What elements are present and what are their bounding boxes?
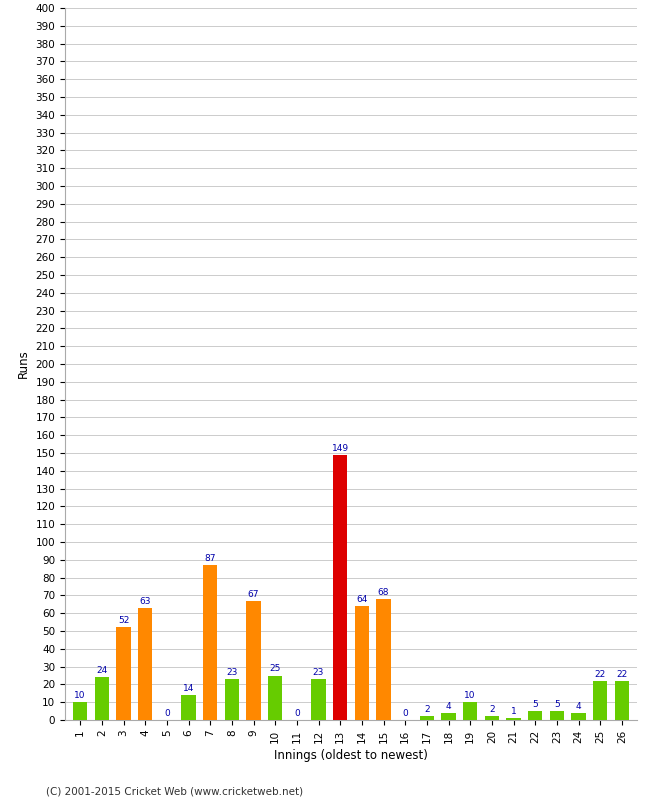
Bar bbox=[593, 681, 607, 720]
Text: 23: 23 bbox=[226, 668, 237, 677]
Bar bbox=[225, 679, 239, 720]
Text: 5: 5 bbox=[554, 700, 560, 709]
Text: 0: 0 bbox=[164, 709, 170, 718]
Bar bbox=[181, 695, 196, 720]
Text: 1: 1 bbox=[511, 707, 516, 716]
Text: 5: 5 bbox=[532, 700, 538, 709]
Bar bbox=[138, 608, 152, 720]
Bar bbox=[203, 565, 217, 720]
Bar bbox=[550, 711, 564, 720]
Text: (C) 2001-2015 Cricket Web (www.cricketweb.net): (C) 2001-2015 Cricket Web (www.cricketwe… bbox=[46, 786, 303, 796]
Bar bbox=[376, 599, 391, 720]
Text: 87: 87 bbox=[204, 554, 216, 563]
Text: 52: 52 bbox=[118, 616, 129, 626]
Text: 14: 14 bbox=[183, 684, 194, 693]
Bar bbox=[355, 606, 369, 720]
Text: 4: 4 bbox=[576, 702, 581, 710]
Text: 25: 25 bbox=[270, 664, 281, 674]
Text: 64: 64 bbox=[356, 595, 367, 604]
Text: 2: 2 bbox=[424, 706, 430, 714]
Bar bbox=[95, 678, 109, 720]
Text: 10: 10 bbox=[464, 691, 476, 700]
Text: 0: 0 bbox=[294, 709, 300, 718]
Bar bbox=[420, 717, 434, 720]
Y-axis label: Runs: Runs bbox=[17, 350, 30, 378]
Text: 24: 24 bbox=[96, 666, 107, 675]
Text: 149: 149 bbox=[332, 444, 349, 453]
Bar bbox=[571, 713, 586, 720]
Text: 4: 4 bbox=[446, 702, 451, 710]
X-axis label: Innings (oldest to newest): Innings (oldest to newest) bbox=[274, 749, 428, 762]
Text: 23: 23 bbox=[313, 668, 324, 677]
Bar bbox=[506, 718, 521, 720]
Bar bbox=[73, 702, 87, 720]
Text: 68: 68 bbox=[378, 588, 389, 597]
Bar bbox=[246, 601, 261, 720]
Text: 22: 22 bbox=[595, 670, 606, 678]
Text: 10: 10 bbox=[74, 691, 86, 700]
Bar bbox=[268, 675, 282, 720]
Bar bbox=[463, 702, 477, 720]
Bar bbox=[485, 717, 499, 720]
Text: 22: 22 bbox=[616, 670, 627, 678]
Bar bbox=[441, 713, 456, 720]
Bar bbox=[311, 679, 326, 720]
Text: 0: 0 bbox=[402, 709, 408, 718]
Bar bbox=[116, 627, 131, 720]
Bar bbox=[333, 454, 347, 720]
Bar bbox=[528, 711, 542, 720]
Text: 67: 67 bbox=[248, 590, 259, 598]
Text: 2: 2 bbox=[489, 706, 495, 714]
Text: 63: 63 bbox=[139, 597, 151, 606]
Bar bbox=[615, 681, 629, 720]
